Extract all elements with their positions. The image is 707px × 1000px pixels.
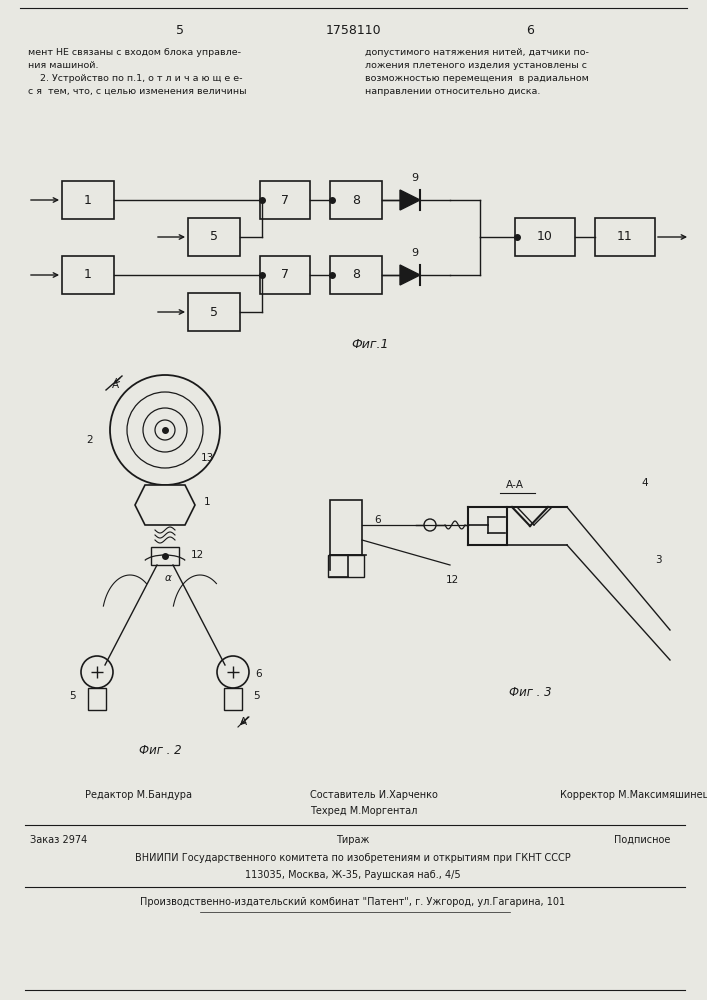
Text: Корректор М.Максимяшинец: Корректор М.Максимяшинец [560,790,707,800]
Text: 11: 11 [617,231,633,243]
Text: 4: 4 [642,478,648,488]
Text: 7: 7 [281,268,289,282]
Text: 5: 5 [210,306,218,318]
Text: Тираж: Тираж [337,835,370,845]
Text: 7: 7 [281,194,289,207]
Text: 12: 12 [190,550,204,560]
Text: 1758110: 1758110 [325,23,381,36]
Text: 13: 13 [200,453,214,463]
Text: 9: 9 [411,248,419,258]
Text: A: A [240,717,247,727]
Text: 6: 6 [256,669,262,679]
Text: Заказ 2974: Заказ 2974 [30,835,87,845]
Bar [595,218,655,256]
Text: 12: 12 [445,575,459,585]
Bar [515,218,575,256]
Bar [188,218,240,256]
Polygon shape [400,190,420,210]
Text: Фиг . 3: Фиг . 3 [509,686,551,700]
Text: 1: 1 [84,194,92,207]
Text: α: α [165,573,171,583]
Text: 9: 9 [411,173,419,183]
Text: Фиг . 2: Фиг . 2 [139,744,181,756]
Bar [151,547,179,565]
Bar [260,256,310,294]
Text: A: A [112,380,119,390]
Text: Производственно-издательский комбинат "Патент", г. Ужгород, ул.Гагарина, 101: Производственно-издательский комбинат "П… [141,897,566,907]
Text: Фиг.1: Фиг.1 [351,338,389,352]
Polygon shape [135,485,195,525]
Bar [62,181,114,219]
Bar [224,688,242,710]
Bar [260,181,310,219]
Bar [330,500,362,555]
Text: 5: 5 [254,691,260,701]
Text: мент НЕ связаны с входом блока управле-
ния машиной.
    2. Устройство по п.1, о: мент НЕ связаны с входом блока управле- … [28,48,247,96]
Text: 2: 2 [87,435,93,445]
Polygon shape [400,265,420,285]
Text: 8: 8 [352,194,360,207]
Text: А-А: А-А [506,480,524,490]
Bar [330,181,382,219]
Text: 1: 1 [204,497,210,507]
Text: 10: 10 [537,231,553,243]
Bar [88,688,106,710]
Bar [188,293,240,331]
Text: 3: 3 [655,555,661,565]
Text: 5: 5 [210,231,218,243]
Text: 1: 1 [84,268,92,282]
Text: допустимого натяжения нитей, датчики по-
ложения плетеного изделия установлены с: допустимого натяжения нитей, датчики по-… [365,48,589,96]
Text: 5: 5 [176,23,184,36]
Text: 6: 6 [375,515,381,525]
Bar [62,256,114,294]
Text: Составитель И.Харченко: Составитель И.Харченко [310,790,438,800]
Text: 5: 5 [70,691,76,701]
Bar [328,555,364,577]
Bar [330,256,382,294]
Text: 113035, Москва, Ж-35, Раушская наб., 4/5: 113035, Москва, Ж-35, Раушская наб., 4/5 [245,870,461,880]
Text: Подписное: Подписное [614,835,670,845]
Text: 6: 6 [526,23,534,36]
Text: Редактор М.Бандура: Редактор М.Бандура [85,790,192,800]
Text: ВНИИПИ Государственного комитета по изобретениям и открытиям при ГКНТ СССР: ВНИИПИ Государственного комитета по изоб… [135,853,571,863]
Text: Техред М.Моргентал: Техред М.Моргентал [310,806,417,816]
Text: 8: 8 [352,268,360,282]
